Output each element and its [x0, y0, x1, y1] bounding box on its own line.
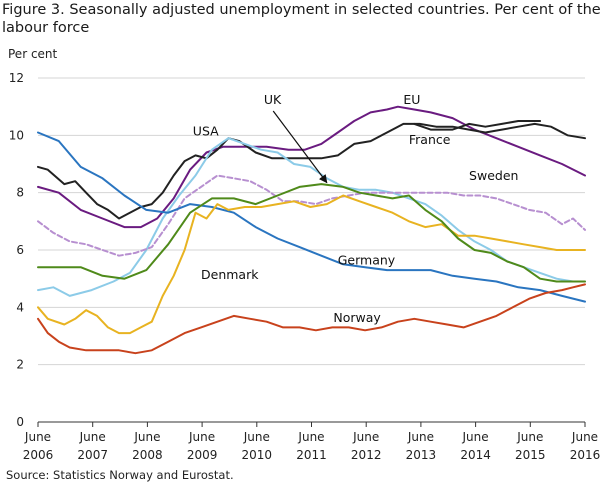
x-tick-year: 2007: [77, 448, 108, 462]
france-line: [413, 120, 542, 131]
source-note: Source: Statistics Norway and Eurostat.: [6, 468, 234, 482]
y-tick-label: 6: [16, 243, 24, 257]
series-7-line: [37, 183, 586, 283]
x-tick-year: 2013: [406, 448, 437, 462]
germany-label: Germany: [338, 252, 396, 267]
x-tick-year: 2015: [515, 448, 546, 462]
series-lines: [37, 105, 586, 355]
x-tick-year: 2011: [296, 448, 327, 462]
x-tick-year: 2008: [132, 448, 163, 462]
france-label: France: [409, 132, 451, 147]
y-tick-label: 2: [16, 358, 24, 372]
y-tick-label: 10: [9, 128, 24, 142]
x-tick-year: 2012: [351, 448, 382, 462]
x-tick-month: June: [133, 430, 160, 444]
y-tick-label: 8: [16, 186, 24, 200]
x-tick-year: 2014: [460, 448, 491, 462]
x-tick-year: 2016: [570, 448, 601, 462]
uk-label: UK: [264, 92, 282, 107]
denmark-line: [37, 194, 586, 335]
chart-title: Figure 3. Seasonally adjusted unemployme…: [2, 2, 601, 36]
x-tick-month: June: [407, 430, 434, 444]
x-tick-year: 2009: [187, 448, 218, 462]
y-tick-label: 12: [9, 71, 24, 85]
x-tick-year: 2006: [23, 448, 54, 462]
y-tick-label: 0: [16, 415, 24, 429]
y-tick-label: 4: [16, 300, 24, 314]
x-tick-month: June: [462, 430, 489, 444]
usa-label: USA: [193, 123, 219, 138]
x-tick-month: June: [243, 430, 270, 444]
usa-line: [37, 122, 586, 220]
grid-lines: [38, 77, 585, 423]
x-tick-month: June: [571, 430, 598, 444]
x-tick-year: 2010: [242, 448, 273, 462]
x-tick-month: June: [188, 430, 215, 444]
uk-arrow: [272, 110, 328, 184]
x-tick-month: June: [352, 430, 379, 444]
sweden-label: Sweden: [469, 168, 518, 183]
y-axis-label: Per cent: [8, 47, 58, 61]
y-axis-ticks: 0 2 4 6 8 10 12: [9, 71, 24, 429]
x-tick-month: June: [516, 430, 543, 444]
x-tick-month: June: [297, 430, 324, 444]
x-tick-month: June: [24, 430, 51, 444]
norway-line: [37, 283, 586, 355]
eu-label: EU: [403, 92, 420, 107]
x-axis-ticks: June 2006 June 2007 June 2008 June 2009 June 2010…: [23, 422, 601, 462]
denmark-label: Denmark: [201, 267, 259, 282]
x-tick-month: June: [79, 430, 106, 444]
germany-line: [37, 131, 586, 303]
series-labels: EU USA France UK Sweden Germany Denmark Norway: [193, 92, 519, 325]
norway-label: Norway: [333, 310, 381, 325]
sweden-line: [37, 174, 586, 257]
